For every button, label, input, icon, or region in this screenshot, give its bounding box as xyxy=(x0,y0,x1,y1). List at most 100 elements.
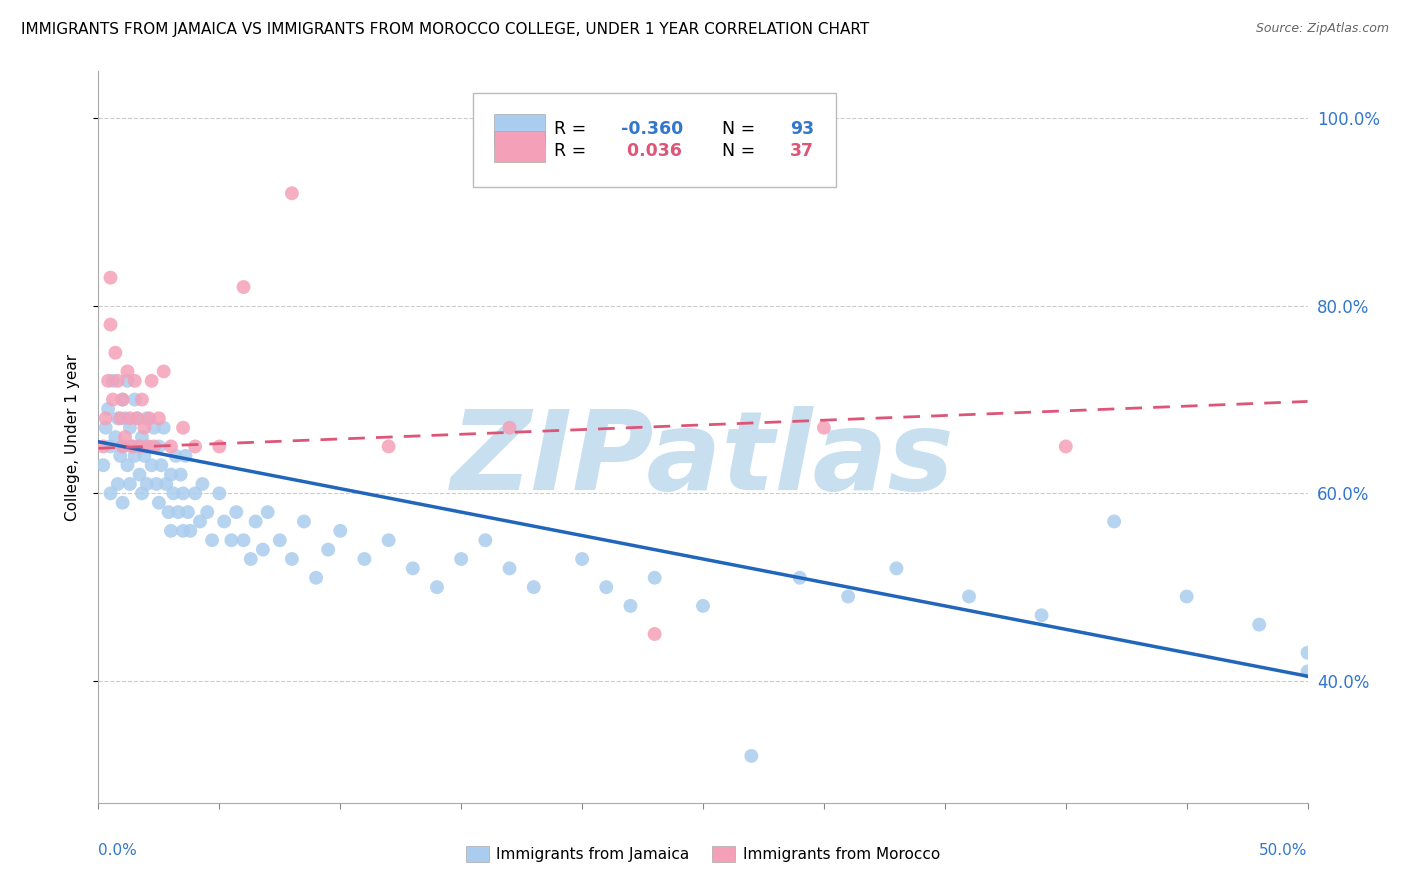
Point xyxy=(377,440,399,454)
Point xyxy=(135,477,157,491)
Point xyxy=(172,420,194,434)
Point xyxy=(256,505,278,519)
Point xyxy=(252,542,274,557)
Point xyxy=(152,364,174,378)
Text: N =: N = xyxy=(711,142,761,160)
Point xyxy=(135,440,157,454)
Point xyxy=(114,411,136,425)
Point xyxy=(148,496,170,510)
Point xyxy=(160,467,183,482)
Point xyxy=(111,496,134,510)
Text: 0.036: 0.036 xyxy=(621,142,682,160)
Point xyxy=(188,515,211,529)
Point xyxy=(118,411,141,425)
Point xyxy=(1296,665,1319,679)
Point xyxy=(91,440,114,454)
Point xyxy=(1296,646,1319,660)
Point xyxy=(127,411,149,425)
Point xyxy=(172,486,194,500)
Y-axis label: College, Under 1 year: College, Under 1 year xyxy=(65,353,80,521)
Point xyxy=(245,515,267,529)
Point xyxy=(100,486,122,500)
Point xyxy=(145,477,167,491)
Point xyxy=(208,440,231,454)
Point xyxy=(619,599,641,613)
Point xyxy=(239,552,262,566)
Point xyxy=(474,533,496,548)
Point xyxy=(118,420,141,434)
Point xyxy=(172,524,194,538)
Point xyxy=(107,411,129,425)
Point xyxy=(134,449,156,463)
Point xyxy=(450,552,472,566)
Text: ZIPatlas: ZIPatlas xyxy=(451,406,955,513)
Point xyxy=(131,392,153,407)
Point xyxy=(179,524,201,538)
Point xyxy=(117,458,139,473)
Point xyxy=(155,477,177,491)
Point xyxy=(184,440,207,454)
Text: 50.0%: 50.0% xyxy=(1260,843,1308,858)
Point xyxy=(111,392,134,407)
Point xyxy=(111,440,134,454)
Point xyxy=(813,420,835,434)
Point xyxy=(740,748,762,763)
Point xyxy=(292,515,315,529)
Text: Source: ZipAtlas.com: Source: ZipAtlas.com xyxy=(1256,22,1389,36)
Point xyxy=(91,458,114,473)
Point xyxy=(104,345,127,359)
Point xyxy=(148,440,170,454)
Point xyxy=(143,440,166,454)
Point xyxy=(329,524,352,538)
Point xyxy=(426,580,449,594)
Point xyxy=(212,515,235,529)
Text: 93: 93 xyxy=(790,120,814,138)
Point xyxy=(104,430,127,444)
Point xyxy=(498,561,520,575)
FancyBboxPatch shape xyxy=(474,94,837,187)
Point xyxy=(101,392,124,407)
Point xyxy=(143,420,166,434)
Point xyxy=(141,458,163,473)
Point xyxy=(305,571,328,585)
Point xyxy=(269,533,291,548)
Point xyxy=(1175,590,1198,604)
Point xyxy=(121,440,143,454)
Point xyxy=(114,430,136,444)
Point xyxy=(128,467,150,482)
Point xyxy=(117,364,139,378)
FancyBboxPatch shape xyxy=(494,114,544,145)
Text: -0.360: -0.360 xyxy=(621,120,683,138)
Point xyxy=(498,420,520,434)
Point xyxy=(232,280,254,294)
Point xyxy=(118,477,141,491)
Point xyxy=(94,411,117,425)
Text: IMMIGRANTS FROM JAMAICA VS IMMIGRANTS FROM MOROCCO COLLEGE, UNDER 1 YEAR CORRELA: IMMIGRANTS FROM JAMAICA VS IMMIGRANTS FR… xyxy=(21,22,869,37)
Text: 0.0%: 0.0% xyxy=(98,843,138,858)
Point xyxy=(121,440,143,454)
Point xyxy=(571,552,593,566)
Point xyxy=(402,561,425,575)
Point xyxy=(124,374,146,388)
Point xyxy=(167,505,190,519)
Point xyxy=(174,449,197,463)
Point xyxy=(134,420,156,434)
Point xyxy=(201,533,224,548)
Point xyxy=(191,477,214,491)
Point xyxy=(886,561,908,575)
Point xyxy=(111,392,134,407)
Point xyxy=(138,440,160,454)
Point xyxy=(184,486,207,500)
Point xyxy=(107,374,129,388)
Point xyxy=(221,533,243,548)
Point xyxy=(101,374,124,388)
Point xyxy=(377,533,399,548)
FancyBboxPatch shape xyxy=(494,131,544,162)
Point xyxy=(107,477,129,491)
Legend: Immigrants from Jamaica, Immigrants from Morocco: Immigrants from Jamaica, Immigrants from… xyxy=(460,840,946,868)
Point xyxy=(131,430,153,444)
Point xyxy=(141,374,163,388)
Point xyxy=(789,571,811,585)
Point xyxy=(111,440,134,454)
Point xyxy=(208,486,231,500)
